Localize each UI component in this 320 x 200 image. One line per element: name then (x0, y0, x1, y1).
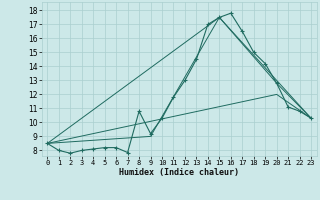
X-axis label: Humidex (Indice chaleur): Humidex (Indice chaleur) (119, 168, 239, 177)
